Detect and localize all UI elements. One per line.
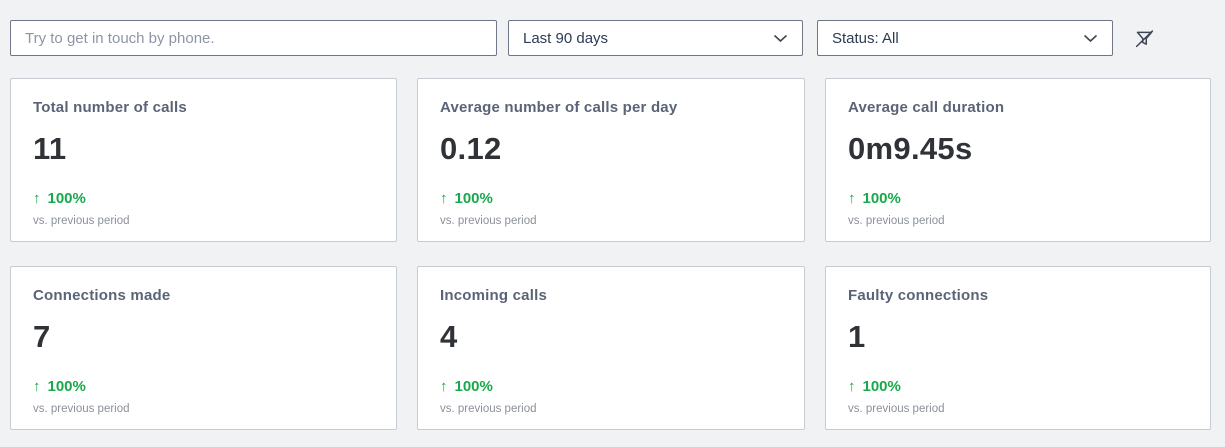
stat-change-percent: 100%	[47, 190, 86, 207]
stat-card-avg-call-duration: Average call duration 0m9.45s ↑ 100% vs.…	[825, 78, 1211, 242]
stat-card-avg-calls-per-day: Average number of calls per day 0.12 ↑ 1…	[417, 78, 805, 242]
stat-change-percent: 100%	[454, 190, 493, 207]
stat-card-caption: vs. previous period	[848, 215, 945, 227]
stat-change: ↑ 100%	[848, 378, 1188, 395]
trend-up-icon: ↑	[33, 190, 41, 207]
stat-change: ↑ 100%	[33, 190, 374, 207]
stats-grid: Total number of calls 11 ↑ 100% vs. prev…	[10, 78, 1225, 430]
stat-card-faulty-connections: Faulty connections 1 ↑ 100% vs. previous…	[825, 266, 1211, 430]
search-input[interactable]	[10, 20, 497, 56]
stat-card-value: 11	[33, 131, 67, 166]
chevron-down-icon	[773, 34, 788, 43]
stat-card-value: 1	[848, 319, 866, 354]
trend-up-icon: ↑	[848, 378, 856, 395]
stat-card-title: Average call duration	[848, 99, 1005, 116]
stat-card-caption: vs. previous period	[440, 403, 537, 415]
stat-card-title: Connections made	[33, 287, 171, 304]
stat-card-title: Average number of calls per day	[440, 99, 678, 116]
filter-clear-icon	[1135, 29, 1153, 47]
stat-card-caption: vs. previous period	[440, 215, 537, 227]
stat-card-incoming-calls: Incoming calls 4 ↑ 100% vs. previous per…	[417, 266, 805, 430]
stat-card-value: 0.12	[440, 131, 502, 166]
stat-change-percent: 100%	[862, 190, 901, 207]
date-range-value: Last 90 days	[523, 29, 609, 47]
filter-bar: Last 90 days Status: All	[0, 0, 1225, 56]
stat-card-title: Incoming calls	[440, 287, 547, 304]
stat-card-title: Total number of calls	[33, 99, 187, 116]
trend-up-icon: ↑	[440, 378, 448, 395]
stat-card-connections-made: Connections made 7 ↑ 100% vs. previous p…	[10, 266, 397, 430]
stat-change: ↑ 100%	[33, 378, 374, 395]
trend-up-icon: ↑	[848, 190, 856, 207]
trend-up-icon: ↑	[440, 190, 448, 207]
stat-card-total-calls: Total number of calls 11 ↑ 100% vs. prev…	[10, 78, 397, 242]
stat-change: ↑ 100%	[848, 190, 1188, 207]
stat-change-percent: 100%	[862, 378, 901, 395]
stat-card-value: 0m9.45s	[848, 131, 973, 166]
stat-change-percent: 100%	[47, 378, 86, 395]
stat-card-caption: vs. previous period	[33, 215, 130, 227]
stat-card-value: 7	[33, 319, 51, 354]
status-select[interactable]: Status: All	[817, 20, 1113, 56]
stat-card-caption: vs. previous period	[848, 403, 945, 415]
chevron-down-icon	[1083, 34, 1098, 43]
date-range-select[interactable]: Last 90 days	[508, 20, 803, 56]
status-value: Status: All	[832, 29, 899, 47]
stat-card-value: 4	[440, 319, 458, 354]
stat-change: ↑ 100%	[440, 378, 782, 395]
stat-change: ↑ 100%	[440, 190, 782, 207]
stat-card-caption: vs. previous period	[33, 403, 130, 415]
stat-card-title: Faulty connections	[848, 287, 989, 304]
stat-change-percent: 100%	[454, 378, 493, 395]
trend-up-icon: ↑	[33, 378, 41, 395]
clear-filters-button[interactable]	[1132, 26, 1156, 50]
